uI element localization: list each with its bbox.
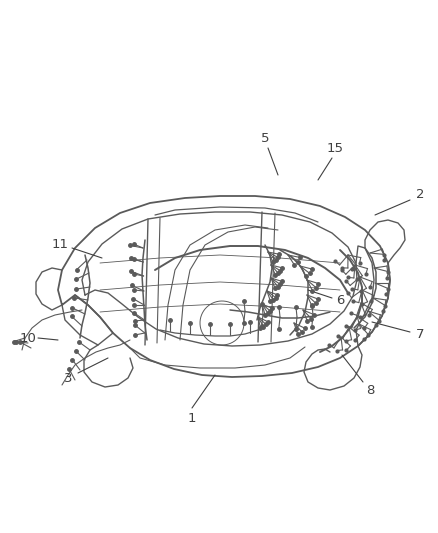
Text: 15: 15 bbox=[326, 141, 343, 155]
Text: 6: 6 bbox=[336, 294, 344, 306]
Text: 8: 8 bbox=[366, 384, 374, 397]
Text: 5: 5 bbox=[261, 132, 269, 144]
Text: 1: 1 bbox=[188, 411, 196, 424]
Text: 7: 7 bbox=[416, 328, 424, 342]
Text: 3: 3 bbox=[64, 372, 72, 384]
Text: 2: 2 bbox=[416, 189, 424, 201]
Text: 11: 11 bbox=[52, 238, 68, 252]
Text: 10: 10 bbox=[20, 332, 36, 344]
